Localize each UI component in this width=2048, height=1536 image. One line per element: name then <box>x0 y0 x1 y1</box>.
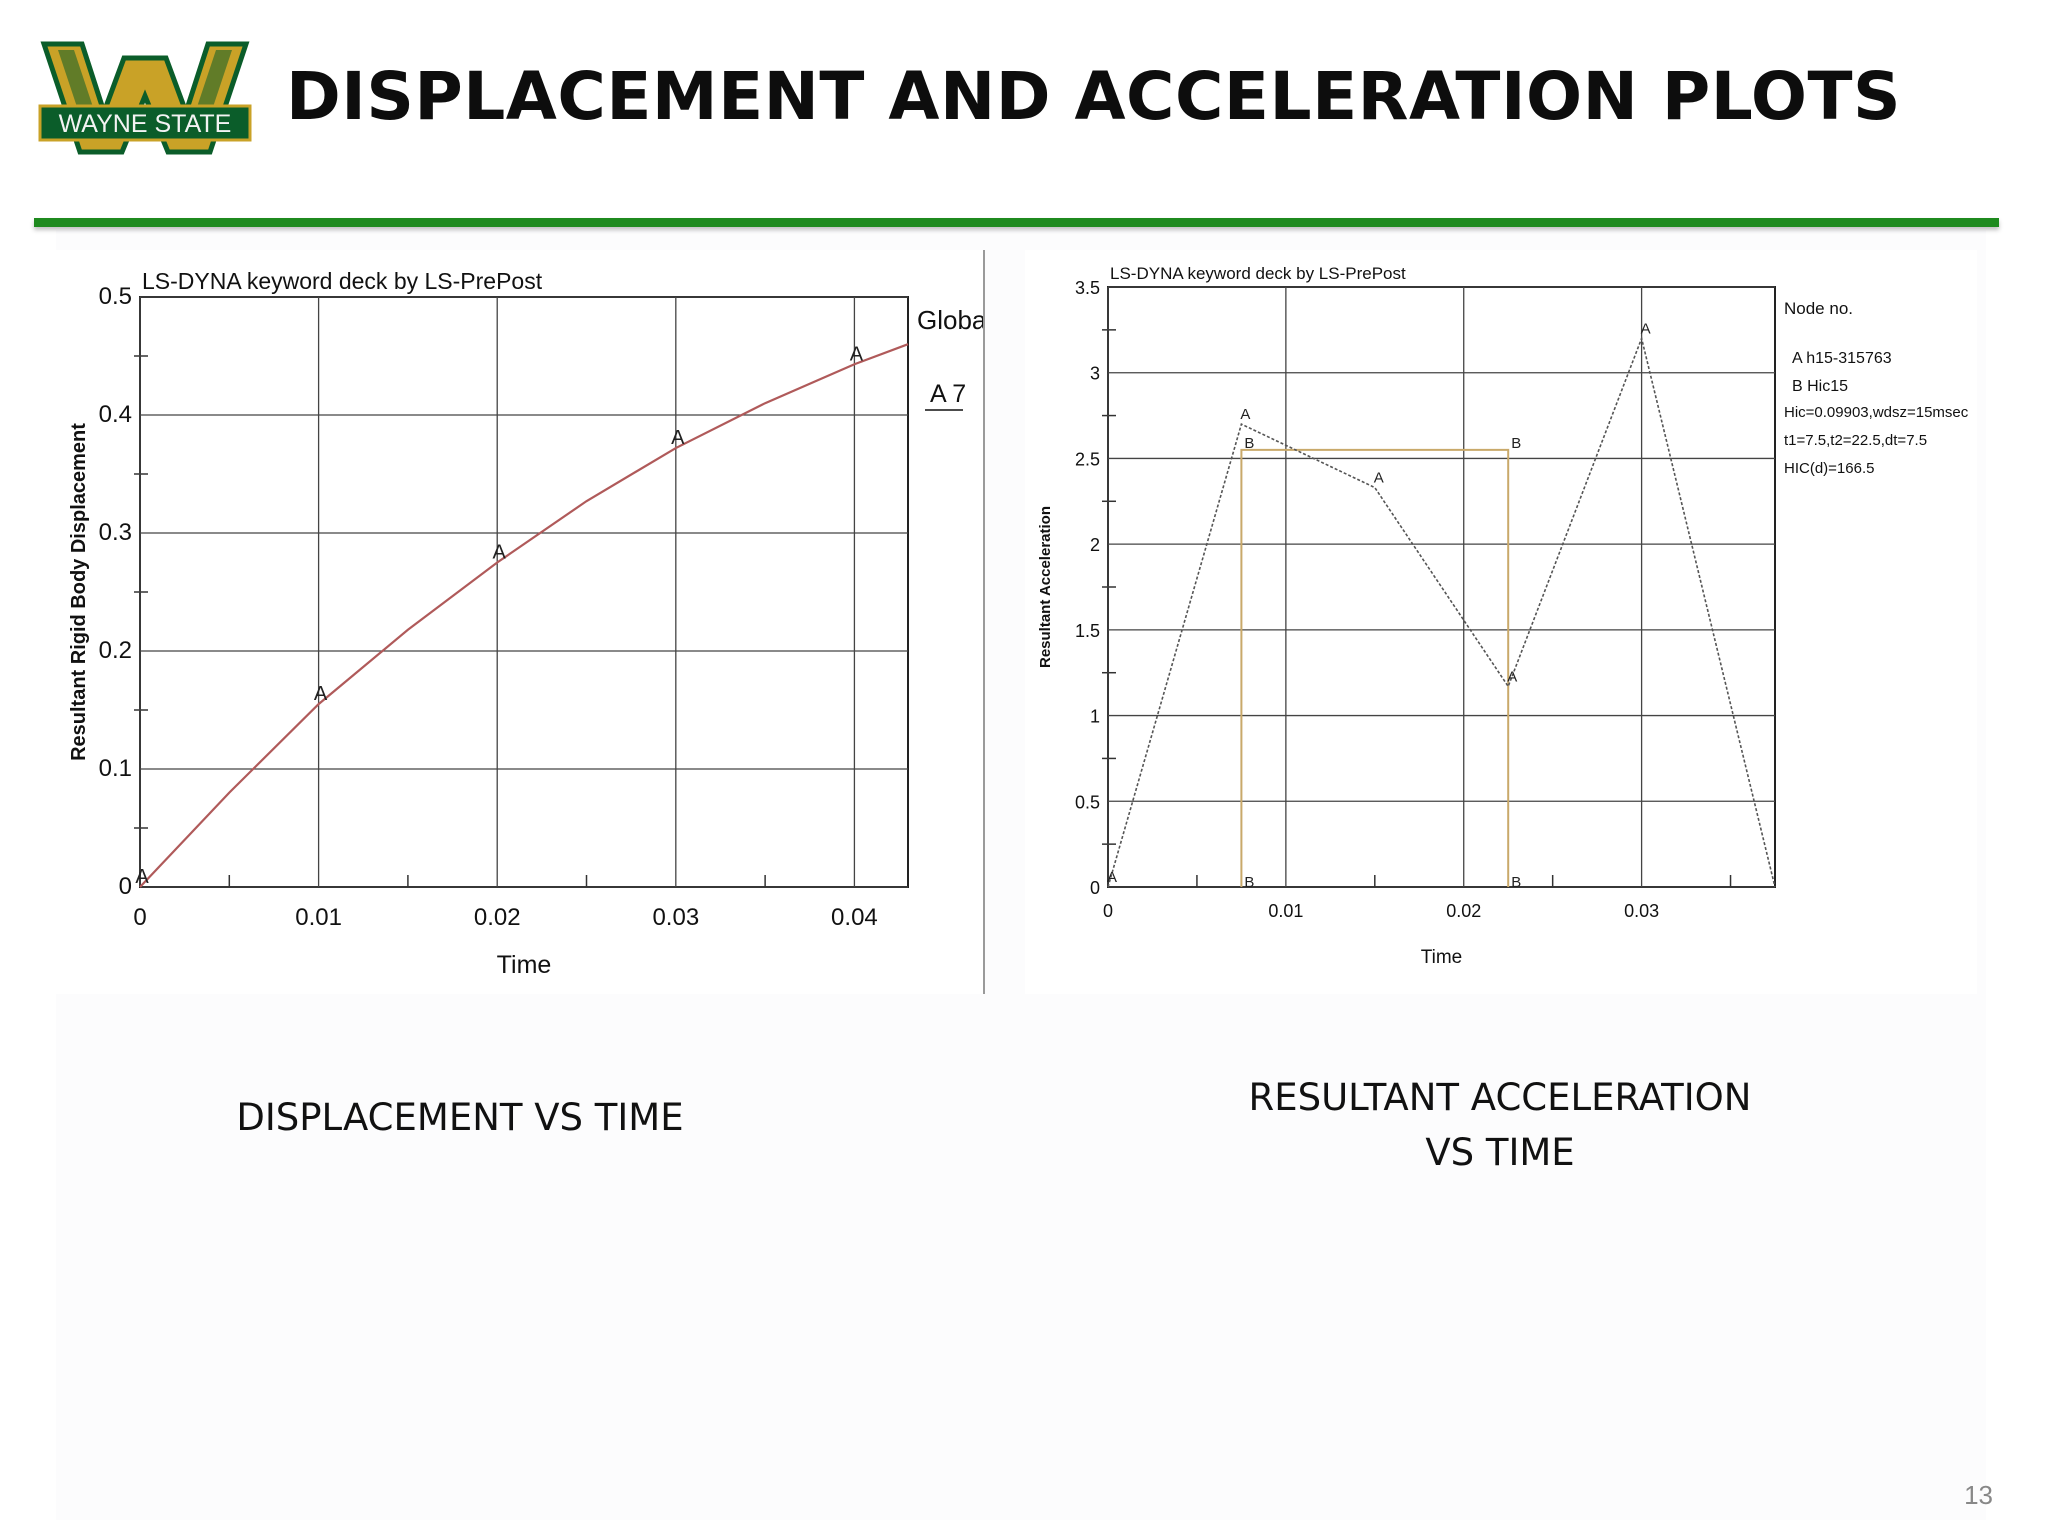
caption-acceleration: RESULTANT ACCELERATION VS TIME <box>1200 1070 1800 1180</box>
data-point-marker: A <box>135 866 149 888</box>
y-tick-label: 0.5 <box>99 283 132 310</box>
legend-note: HIC(d)=166.5 <box>1784 460 1874 477</box>
displacement-chart: 0 0.1 0.2 0.3 0.4 0.5 0 0.01 0.02 0.03 0.04 LS-DYNA… <box>55 250 985 994</box>
y-tick-label: 0.1 <box>99 755 132 782</box>
acceleration-chart: 0 0.5 1 1.5 2 2.5 3 3.5 0 0.01 0.02 0.03 LS-DYNA key… <box>1025 250 1977 994</box>
title-divider <box>34 218 1999 227</box>
series-line-a <box>139 343 909 888</box>
y-tick-label: 1.5 <box>1075 621 1100 641</box>
x-tick-label: 0 <box>1103 901 1113 921</box>
legend-entry: B Hic15 <box>1792 378 1848 395</box>
y-axis-label: Resultant Acceleration <box>1037 506 1054 668</box>
plot-frame <box>139 296 909 888</box>
wayne-state-logo: WAYNE STATE <box>38 41 252 155</box>
chart-title: LS-DYNA keyword deck by LS-PrePost <box>142 268 543 294</box>
y-tick-label: 1 <box>1090 707 1100 727</box>
x-tick-label: 0.01 <box>1268 901 1303 921</box>
legend-entry: A h15-315763 <box>1792 350 1892 367</box>
slide-title: DISPLACEMENT AND ACCELERATION PLOTS <box>286 58 1902 135</box>
y-tick-label: 0.2 <box>99 637 132 664</box>
x-tick-label: 0.04 <box>831 904 878 931</box>
caption-displacement: DISPLACEMENT VS TIME <box>236 1096 684 1139</box>
y-tick-label: 0.3 <box>99 519 132 546</box>
y-tick-label: 0.5 <box>1075 792 1100 812</box>
data-point-marker-a: A <box>1107 869 1117 886</box>
logo-text: WAYNE STATE <box>59 110 232 138</box>
x-axis-label: Time <box>1421 947 1463 968</box>
data-point-marker-b: B <box>1511 435 1521 452</box>
x-tick-label: 0.03 <box>1624 901 1659 921</box>
data-point-marker-a: A <box>1641 320 1651 337</box>
y-tick-label: 0.4 <box>99 401 132 428</box>
data-point-marker: A <box>493 542 507 564</box>
data-point-marker-b: B <box>1244 874 1254 891</box>
chart-title: LS-DYNA keyword deck by LS-PrePost <box>1110 264 1406 283</box>
x-tick-label: 0.02 <box>1446 901 1481 921</box>
series-line-b <box>1240 448 1510 887</box>
x-tick-label: 0.02 <box>474 904 521 931</box>
x-axis-label: Time <box>497 951 552 979</box>
plot-frame <box>1107 286 1776 888</box>
legend-title: Global <box>917 305 985 335</box>
y-tick-label: 3.5 <box>1075 278 1100 298</box>
legend-entry-a7: A 7 <box>930 380 966 408</box>
logo-banner <box>38 104 252 142</box>
y-tick-label: 0 <box>119 873 132 900</box>
data-point-marker-a: A <box>1507 668 1517 685</box>
legend-note: t1=7.5,t2=22.5,dt=7.5 <box>1784 432 1927 449</box>
data-point-marker-b: B <box>1244 435 1254 452</box>
page-number: 13 <box>1964 1480 1993 1510</box>
data-point-marker: A <box>671 427 685 449</box>
y-tick-label: 2.5 <box>1075 449 1100 469</box>
legend-title: Node no. <box>1784 299 1853 318</box>
series-line-a <box>1107 335 1776 888</box>
data-point-marker-b: B <box>1511 874 1521 891</box>
x-tick-label: 0.01 <box>295 904 342 931</box>
y-tick-label: 2 <box>1090 535 1100 555</box>
caption-acceleration-line2: VS TIME <box>1425 1131 1575 1174</box>
data-point-marker: A <box>314 683 328 705</box>
x-tick-label: 0 <box>133 904 146 931</box>
x-tick-label: 0.03 <box>652 904 699 931</box>
legend-note: Hic=0.09903,wdsz=15msec <box>1784 404 1969 421</box>
data-point-marker: A <box>850 343 864 365</box>
y-tick-label: 3 <box>1090 364 1100 384</box>
y-tick-label: 0 <box>1090 878 1100 898</box>
data-point-marker-a: A <box>1374 470 1384 487</box>
y-axis-label: Resultant Rigid Body Displacement <box>68 423 90 761</box>
caption-acceleration-line1: RESULTANT ACCELERATION <box>1248 1076 1752 1119</box>
data-point-marker-a: A <box>1240 406 1250 423</box>
